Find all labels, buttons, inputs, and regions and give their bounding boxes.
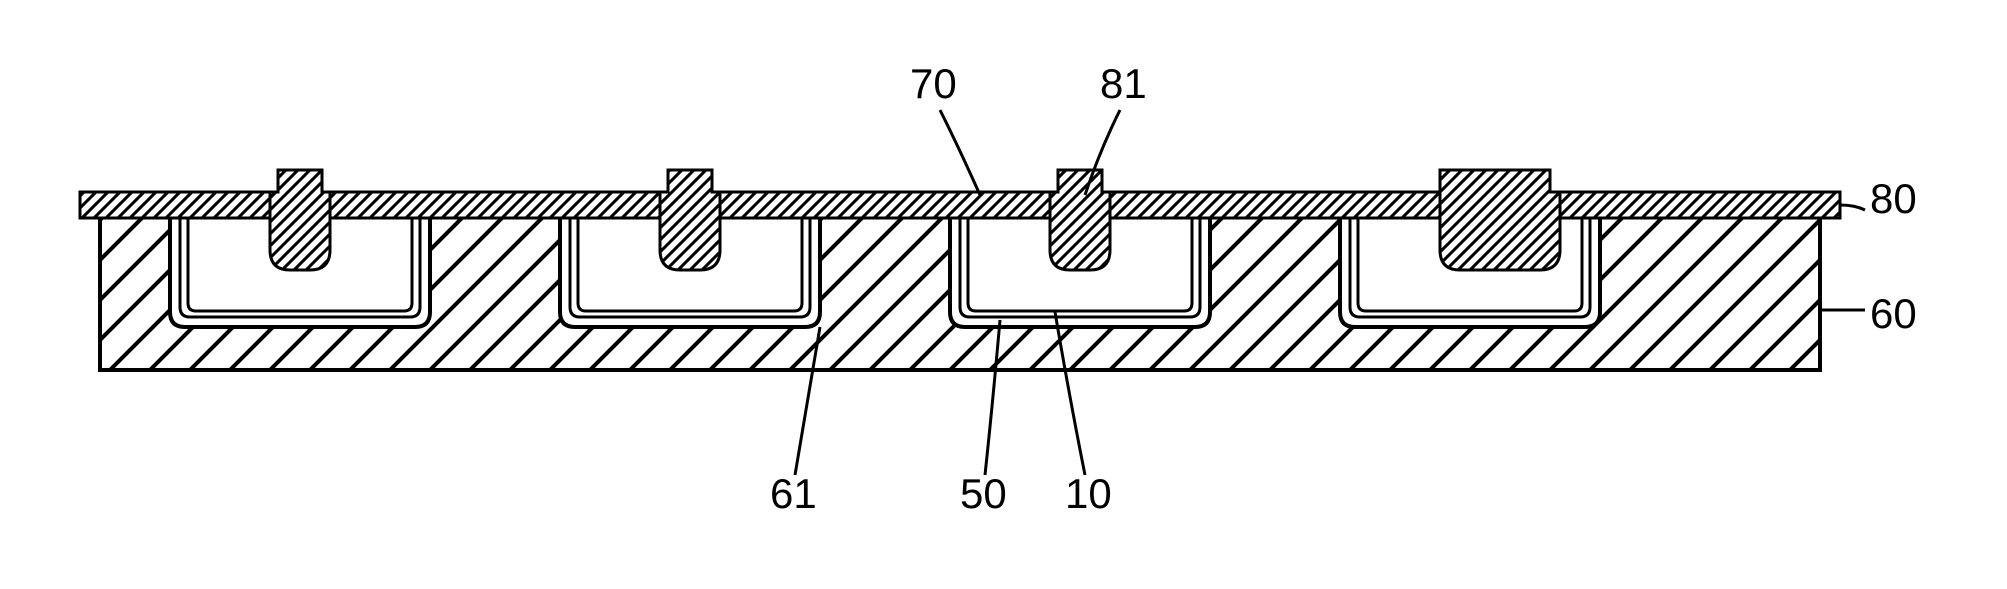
label-81: 81 [1100, 60, 1147, 108]
label-50: 50 [960, 470, 1007, 518]
label-61: 61 [770, 470, 817, 518]
label-70: 70 [910, 60, 957, 108]
top-metal-layer-80 [80, 192, 1840, 218]
cross-section-diagram: 70 81 80 60 61 50 10 [0, 0, 2007, 584]
label-60: 60 [1870, 290, 1917, 338]
label-80: 80 [1870, 175, 1917, 223]
label-10: 10 [1065, 470, 1112, 518]
